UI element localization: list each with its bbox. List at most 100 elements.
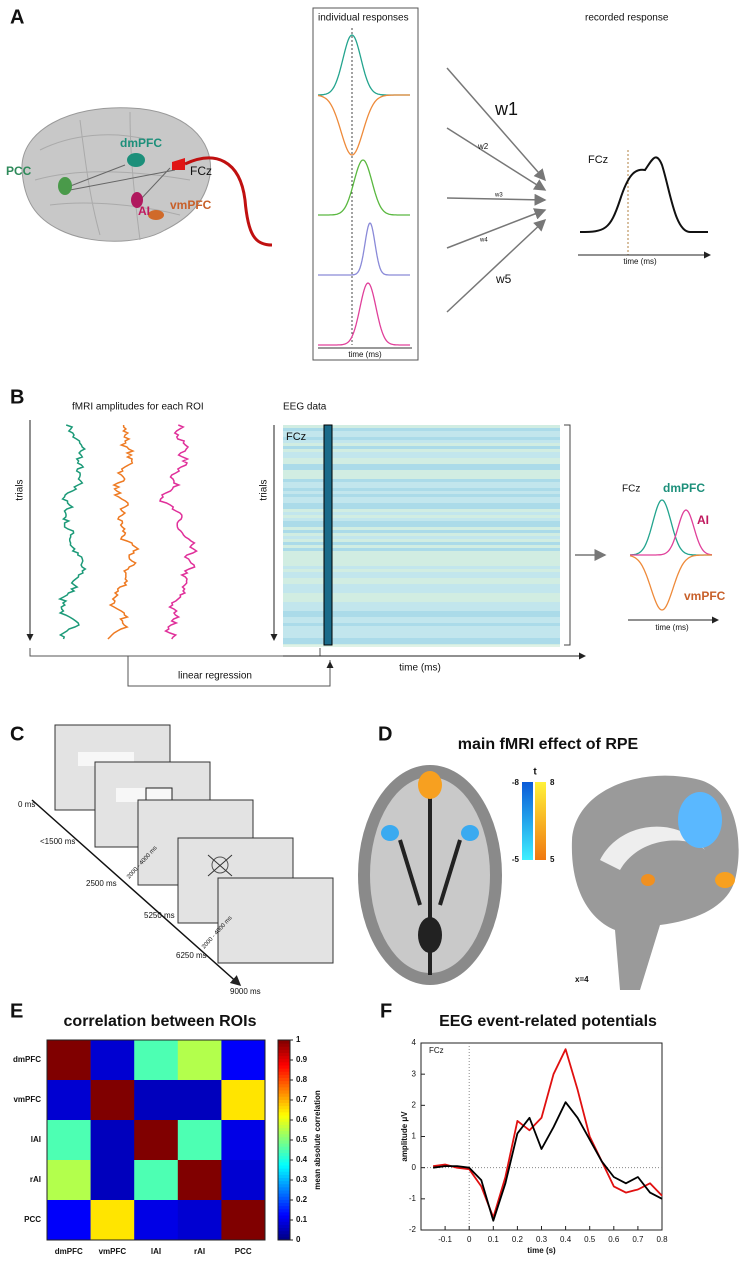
eeg-stripe <box>283 635 560 638</box>
axial-slice <box>358 765 502 985</box>
trial-screens <box>54 724 334 964</box>
eeg-stripe <box>283 452 560 455</box>
eeg-stripe <box>283 458 560 461</box>
eeg-stripe <box>283 623 560 626</box>
colorbar-step <box>278 1061 290 1066</box>
colorbar-step <box>278 1124 290 1128</box>
colorbar-step <box>278 1093 290 1097</box>
bracket <box>564 424 571 646</box>
panel-label: F <box>380 1000 392 1022</box>
colorbar-tick-label: 0.6 <box>296 1115 308 1124</box>
annotation: FCz <box>429 1046 444 1055</box>
heat-cell <box>221 1120 266 1161</box>
colorbar-step <box>278 1080 290 1085</box>
fcz-column <box>323 424 333 646</box>
colorbar-step <box>278 1065 290 1069</box>
colorbar-step <box>278 1071 290 1075</box>
colorbar-step <box>278 1202 290 1207</box>
colorbar-tick: -5 <box>512 855 520 864</box>
weight-label: w4 <box>479 238 488 244</box>
chart-title: EEG event-related potentials <box>439 1013 657 1030</box>
heat-cell <box>90 1200 135 1241</box>
eeg-stripe <box>283 581 560 584</box>
x-tick-label: 0.5 <box>584 1235 596 1244</box>
colorbar-step <box>278 1165 290 1169</box>
colorbar-step <box>278 1183 290 1188</box>
region-label: PCC <box>6 164 32 178</box>
axis-label: time (ms) <box>623 257 657 266</box>
panel-label: D <box>378 723 392 745</box>
colorbar-step <box>278 1105 290 1110</box>
colorbar-label: t <box>533 767 537 778</box>
colorbar-label: mean absolute correlation <box>313 1090 322 1190</box>
eeg-stripe <box>283 482 560 485</box>
roi-traces <box>57 424 198 640</box>
result-curve <box>629 554 712 611</box>
eeg-stripe <box>283 629 560 632</box>
region-label: vmPFC <box>684 589 726 603</box>
roi-trace <box>57 424 87 640</box>
axis-label: time (ms) <box>655 623 689 632</box>
weight-label: w2 <box>477 142 489 151</box>
eeg-stripe <box>283 626 560 629</box>
colorbar-step <box>278 1055 290 1060</box>
colorbar-tick-label: 0.8 <box>296 1075 308 1084</box>
response-curve <box>318 159 410 216</box>
colorbar-step <box>278 1230 290 1235</box>
series-line <box>432 1048 663 1219</box>
eeg-stripe <box>283 605 560 608</box>
response-box <box>312 7 419 361</box>
colorbar-step <box>278 1236 290 1241</box>
heat-cell <box>47 1200 91 1241</box>
colorbar-step <box>278 1108 290 1113</box>
colorbar-tick-label: 0.9 <box>296 1055 308 1064</box>
slice-label: x=4 <box>575 975 589 984</box>
colorbar-tick-label: 1 <box>296 1035 301 1044</box>
eeg-stripe <box>283 611 560 614</box>
eeg-stripe <box>283 470 560 473</box>
colorbar-step <box>278 1218 290 1222</box>
heat-cell <box>221 1080 266 1121</box>
eeg-stripe <box>283 587 560 590</box>
colorbar-step <box>278 1099 290 1103</box>
x-tick-label: 0.7 <box>632 1235 644 1244</box>
y-tick-label: 1 <box>412 1132 417 1141</box>
region-label: dmPFC <box>663 481 705 495</box>
response-curves <box>317 34 410 346</box>
row-label: dmPFC <box>13 1055 41 1064</box>
panel-label: C <box>10 723 24 745</box>
y-tick-label: -1 <box>409 1194 417 1203</box>
response-curve <box>318 222 410 276</box>
roi-trace <box>159 424 198 640</box>
eeg-stripe <box>283 491 560 494</box>
heat-cell <box>221 1160 266 1201</box>
column-label: dmPFC <box>55 1247 83 1256</box>
colorbar-step <box>278 1224 290 1228</box>
weight-label: w3 <box>494 193 503 199</box>
region-label: AI <box>138 204 150 218</box>
panel-label: E <box>10 1000 23 1022</box>
eeg-stripe <box>283 536 560 539</box>
eeg-stripe <box>283 602 560 605</box>
colorbar-step <box>278 1171 290 1175</box>
eeg-stripe <box>283 599 560 602</box>
electrode-label: FCz <box>286 431 306 443</box>
x-tick-label: 0.4 <box>560 1235 572 1244</box>
electrode-label: FCz <box>588 154 608 166</box>
time-label: 0 ms <box>18 800 35 809</box>
colorbar-step <box>278 1196 290 1200</box>
colorbar-step <box>278 1155 290 1160</box>
colorbar-step <box>278 1143 290 1147</box>
brain-3d <box>21 107 273 247</box>
eeg-stripes <box>283 425 560 647</box>
line-chart: -2 -1 0 1 2 3 4 -0.1 0 0.1 0.2 0.3 0.4 0.5 0.6 0.7 0.8 ti… <box>400 1038 668 1255</box>
colorbar-tick-label: 0.1 <box>296 1215 308 1224</box>
recorded-curve <box>579 156 708 233</box>
trials-label: trials <box>259 479 270 500</box>
heat-cell <box>134 1200 179 1241</box>
row-label: PCC <box>24 1215 41 1224</box>
eeg-stripe <box>283 533 560 536</box>
response-curve <box>317 94 410 156</box>
eeg-stripe <box>283 494 560 497</box>
fmri-title: fMRI amplitudes for each ROI <box>72 402 204 413</box>
